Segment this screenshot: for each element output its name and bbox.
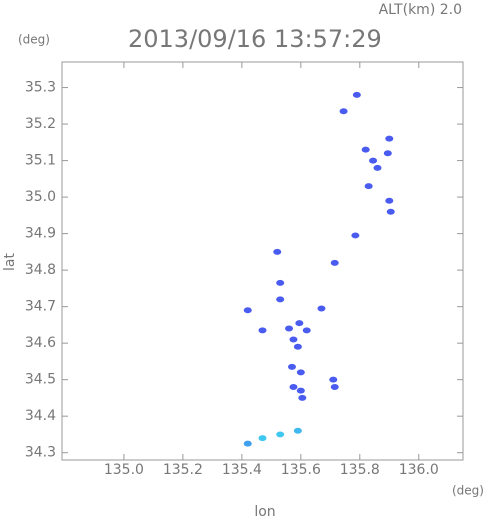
x-tick-label: 135.2 [163,462,203,478]
echo [295,320,304,327]
echo [273,248,282,255]
x-unit: (deg) [452,484,484,498]
echo [276,431,285,438]
echo [385,135,394,142]
x-tick-label: 135.8 [340,462,380,478]
echo [386,208,395,215]
echo [289,336,298,343]
y-axis-label: lat [2,253,18,271]
echo [243,440,252,447]
echo [339,108,348,115]
echo [329,376,338,383]
echo [317,305,326,312]
echo [298,394,307,401]
echo [258,435,267,442]
echo [293,343,302,350]
echo [276,296,285,303]
echo [369,157,378,164]
echo [243,307,252,314]
x-axis-label: lon [254,504,275,520]
echo [289,383,298,390]
y-tick-label: 34.6 [25,335,56,351]
y-unit: (deg) [18,33,50,47]
y-tick-label: 34.7 [25,299,56,315]
plot-frame [61,61,464,461]
y-tick-label: 34.8 [25,262,56,278]
echo [330,383,339,390]
echo [383,150,392,157]
echo [364,183,373,190]
y-tick-label: 34.9 [25,226,56,242]
x-tick-label: 135.0 [104,462,144,478]
chart-title: 2013/09/16 13:57:29 [128,25,382,53]
x-tick-label: 135.4 [222,462,262,478]
echo [296,369,305,376]
y-tick-label: 34.3 [25,445,56,461]
subtitle: ALT(km) 2.0 [379,2,462,18]
y-tick-label: 35.2 [25,116,56,132]
x-tick-label: 135.6 [281,462,321,478]
echo [351,232,360,239]
y-tick-label: 35.3 [25,80,56,96]
echo [287,363,296,370]
y-tick-label: 35.0 [25,189,56,205]
echo [258,327,267,334]
y-tick-label: 34.5 [25,372,56,388]
echo [276,279,285,286]
echo [385,197,394,204]
echo [302,327,311,334]
echo [352,91,361,98]
echo [361,146,370,153]
echo [285,325,294,332]
y-tick-label: 34.4 [25,408,56,424]
echo [373,164,382,171]
y-tick-label: 35.1 [25,153,56,169]
echo [330,259,339,266]
echo [296,387,305,394]
echo [293,427,302,434]
x-tick-label: 136.0 [399,462,439,478]
